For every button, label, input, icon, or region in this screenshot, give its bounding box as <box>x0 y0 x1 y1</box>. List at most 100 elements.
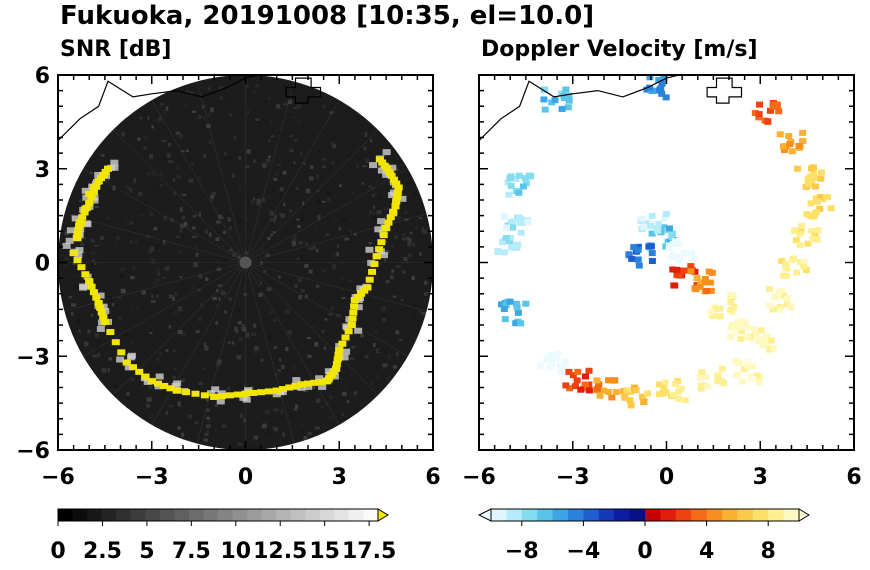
snr-echo-halo-cell <box>94 171 103 178</box>
doppler-echo-cell <box>813 236 821 243</box>
snr-echo-cell <box>348 315 357 322</box>
snr-noise-cell <box>322 158 326 161</box>
snr-noise-cell <box>71 303 76 307</box>
snr-noise-cell <box>190 91 194 95</box>
snr-noise-cell <box>328 313 333 316</box>
doppler-echo-cell <box>749 375 757 382</box>
snr-noise-cell <box>345 133 348 139</box>
snr-colorbar-tick-label: 15 <box>309 539 340 564</box>
snr-noise-cell <box>329 395 333 399</box>
snr-noise-cell <box>166 153 171 158</box>
doppler-echo-cell <box>644 390 652 397</box>
snr-noise-cell <box>70 312 74 316</box>
snr-noise-cell <box>165 349 169 352</box>
snr-colorbar-tick-label: 2.5 <box>83 539 122 564</box>
doppler-echo-cell <box>585 367 593 374</box>
doppler-echo-cell <box>703 287 711 294</box>
snr-noise-cell <box>378 349 383 352</box>
doppler-colorbar-swatch <box>660 509 677 521</box>
doppler-echo-cell <box>716 305 724 312</box>
snr-echo-halo-cell <box>244 387 253 394</box>
doppler-echo-cell <box>541 106 549 113</box>
snr-ray <box>245 262 340 426</box>
snr-noise-cell <box>289 208 292 213</box>
snr-echo-halo-cell <box>96 325 105 332</box>
doppler-echo-cell <box>800 263 808 270</box>
snr-noise-cell <box>349 373 353 378</box>
snr-noise-cell <box>255 118 260 122</box>
snr-noise-cell <box>78 199 84 203</box>
snr-echo-cell <box>344 328 353 335</box>
doppler-colorbar-swatch <box>568 509 584 521</box>
snr-noise-cell <box>163 215 167 221</box>
snr-echo-halo-cell <box>116 356 125 363</box>
snr-noise-cell <box>228 297 232 301</box>
doppler-echo-cell <box>634 256 642 263</box>
doppler-echo-cell <box>646 223 654 230</box>
doppler-echo-cell <box>755 114 763 121</box>
doppler-echo-cell <box>766 302 774 309</box>
snr-xtick-label: −3 <box>135 465 169 490</box>
snr-echo-cell <box>94 300 103 307</box>
snr-noise-cell <box>123 218 128 224</box>
snr-echo-cell <box>87 283 96 290</box>
snr-noise-cell <box>350 191 355 194</box>
snr-noise-cell <box>177 426 182 430</box>
snr-echo-cell <box>89 184 98 191</box>
snr-noise-cell <box>401 233 407 237</box>
doppler-echo-cell <box>737 336 745 343</box>
snr-colorbar-frame <box>57 508 379 522</box>
snr-xtick-label: 0 <box>238 465 253 490</box>
snr-xtick-label: 3 <box>332 465 347 490</box>
snr-noise-cell <box>297 225 301 229</box>
doppler-echo-cell <box>640 399 648 406</box>
snr-echo-halo-cell <box>65 237 74 244</box>
snr-noise-cell <box>272 187 276 193</box>
doppler-echo-cell <box>693 275 701 282</box>
doppler-echo-cell <box>803 211 811 218</box>
doppler-echo-cell <box>624 387 632 394</box>
doppler-echo-cell <box>793 165 801 172</box>
snr-noise-cell <box>299 365 302 370</box>
snr-noise-cell <box>250 386 254 391</box>
snr-noise-cell <box>317 199 321 203</box>
snr-noise-cell <box>270 233 273 237</box>
snr-echo-cell <box>332 365 341 372</box>
snr-noise-cell <box>333 219 337 222</box>
snr-noise-cell <box>369 210 372 214</box>
snr-noise-cell <box>267 430 271 436</box>
snr-noise-cell <box>412 310 417 316</box>
snr-noise-cell <box>155 357 161 361</box>
snr-echo-halo-cell <box>74 252 83 259</box>
snr-echo-cell <box>375 156 384 163</box>
snr-noise-cell <box>337 215 342 219</box>
doppler-echo-cell <box>713 378 721 385</box>
doppler-echo-cell <box>653 225 661 232</box>
snr-echo-cell <box>106 329 115 336</box>
snr-echo-cell <box>322 378 331 385</box>
snr-noise-cell <box>349 393 352 398</box>
snr-noise-cell <box>268 311 274 314</box>
doppler-echo-cell <box>812 183 820 190</box>
snr-noise-cell <box>293 408 298 411</box>
doppler-echo-cell <box>500 306 508 313</box>
snr-noise-cell <box>90 238 95 243</box>
snr-noise-cell <box>300 300 303 305</box>
snr-noise-cell <box>282 170 287 175</box>
snr-noise-cell <box>83 237 87 240</box>
doppler-echo-cell <box>766 345 774 352</box>
snr-noise-cell <box>91 258 95 262</box>
snr-noise-cell <box>244 373 248 377</box>
snr-noise-cell <box>131 308 134 313</box>
snr-noise-cell <box>387 354 391 360</box>
snr-noise-cell <box>373 216 377 220</box>
snr-echo-cell <box>332 361 341 368</box>
snr-noise-cell <box>269 218 274 222</box>
snr-colorbar-swatch <box>203 509 219 521</box>
snr-noise-cell <box>261 197 266 203</box>
snr-noise-cell <box>198 212 202 217</box>
snr-noise-cell <box>197 288 201 292</box>
snr-noise-cell <box>244 254 248 257</box>
snr-colorbar-tick-label: 17.5 <box>342 539 396 564</box>
snr-noise-cell <box>267 335 272 339</box>
